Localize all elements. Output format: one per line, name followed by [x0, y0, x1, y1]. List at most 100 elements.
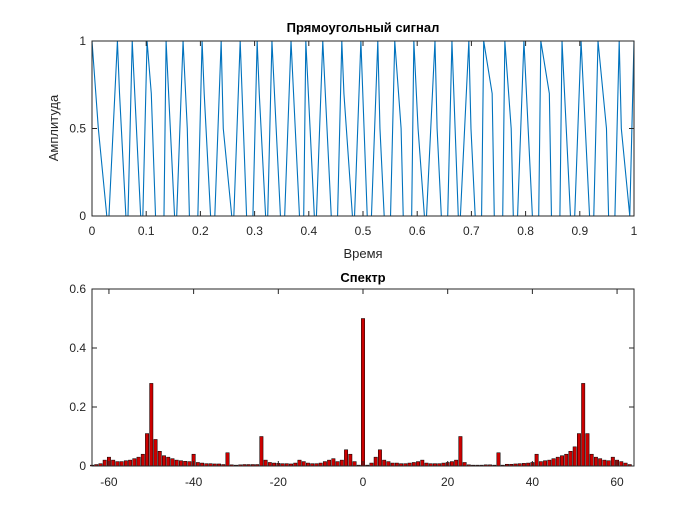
spectrum-bars-group — [90, 318, 632, 467]
spectrum-x-tick-label: -60 — [100, 475, 118, 489]
spectrum-bar — [386, 461, 391, 467]
spectrum-bar — [572, 446, 577, 467]
spectrum-y-tick-label: 0.4 — [69, 341, 86, 355]
spectrum-bar — [149, 383, 154, 467]
signal-x-tick-label: 0.2 — [192, 224, 209, 238]
spectrum-x-tick-label: 20 — [441, 475, 455, 489]
spectrum-bar — [534, 453, 539, 467]
spectrum-x-tick-label: -20 — [270, 475, 288, 489]
spectrum-bar — [543, 460, 548, 467]
spectrum-bar — [339, 459, 344, 467]
spectrum-x-tick-label: 40 — [526, 475, 540, 489]
spectrum-bar — [454, 459, 459, 467]
spectrum-x-tick-label: 60 — [610, 475, 624, 489]
spectrum-bar — [610, 456, 615, 467]
spectrum-bar — [145, 433, 149, 467]
spectrum-bar — [335, 461, 340, 467]
signal-x-tick-label: 0.3 — [246, 224, 263, 238]
spectrum-bar — [153, 439, 158, 467]
signal-axes: Прямоугольный сигнал 0 0.1 0.2 0.3 0.4 0.5 0.6… — [46, 20, 638, 261]
spectrum-bar — [551, 458, 556, 467]
spectrum-bar — [157, 451, 162, 467]
spectrum-y-tick-label: 0.2 — [69, 400, 86, 414]
spectrum-bar — [593, 456, 598, 467]
spectrum-bar — [263, 459, 268, 467]
spectrum-bar — [297, 459, 302, 467]
spectrum-bar — [547, 459, 552, 467]
spectrum-bar — [538, 461, 543, 467]
spectrum-bar — [361, 318, 365, 467]
spectrum-bar — [166, 456, 171, 467]
signal-x-tick-label: 0.4 — [300, 224, 317, 238]
spectrum-bar — [458, 436, 463, 467]
spectrum-bar — [259, 436, 264, 467]
spectrum-bar — [496, 452, 501, 467]
spectrum-bar — [123, 460, 128, 467]
spectrum-bar — [225, 452, 230, 467]
signal-y-tick-label: 1 — [79, 34, 86, 48]
spectrum-bar — [183, 461, 188, 467]
spectrum-bar — [140, 453, 145, 467]
signal-x-tick-label: 0 — [89, 224, 96, 238]
spectrum-bar — [589, 453, 594, 467]
spectrum-bar — [267, 462, 272, 467]
spectrum-bar — [564, 453, 569, 467]
signal-y-axis-label: Амплитуда — [46, 94, 61, 161]
spectrum-bar — [187, 461, 192, 467]
signal-x-tick-label: 0.1 — [138, 224, 155, 238]
signal-series-line — [91, 40, 635, 217]
signal-y-tick-label: 0 — [79, 209, 86, 223]
spectrum-x-ticks: -60 -40 -20 0 20 40 60 — [100, 289, 624, 489]
signal-x-tick-label: 0.8 — [517, 224, 534, 238]
signal-x-axis-label: Время — [343, 246, 382, 261]
spectrum-bar — [322, 461, 327, 467]
spectrum-bar — [170, 458, 175, 467]
spectrum-bar — [195, 462, 200, 467]
spectrum-chart-title: Спектр — [340, 270, 385, 285]
spectrum-bar — [301, 461, 306, 467]
spectrum-bar — [382, 459, 387, 467]
spectrum-bar — [352, 461, 357, 467]
spectrum-bar — [602, 459, 607, 467]
spectrum-bar — [327, 459, 332, 467]
spectrum-bar — [420, 459, 425, 467]
spectrum-bar — [598, 458, 603, 467]
spectrum-bar — [178, 460, 183, 467]
signal-series-group — [91, 40, 635, 217]
signal-x-tick-label: 1 — [631, 224, 638, 238]
spectrum-bar — [331, 458, 336, 467]
spectrum-bar — [619, 461, 624, 467]
spectrum-bar — [136, 456, 141, 467]
spectrum-bar — [344, 449, 349, 467]
spectrum-bar — [119, 461, 124, 467]
spectrum-bar — [132, 458, 137, 467]
spectrum-bar — [174, 459, 179, 467]
signal-x-tick-label: 0.6 — [409, 224, 426, 238]
spectrum-bar — [416, 461, 420, 467]
spectrum-bar — [128, 459, 133, 467]
spectrum-bar — [581, 383, 586, 467]
spectrum-bar — [102, 459, 107, 467]
spectrum-y-tick-label: 0 — [79, 459, 86, 473]
spectrum-bar — [377, 449, 382, 467]
spectrum-bar — [577, 433, 581, 467]
spectrum-bar — [606, 460, 611, 467]
spectrum-y-ticks: 0 0.2 0.4 0.6 — [69, 282, 634, 473]
spectrum-x-tick-label: 0 — [360, 475, 367, 489]
spectrum-bar — [373, 456, 378, 467]
signal-x-tick-label: 0.7 — [463, 224, 480, 238]
spectrum-bar — [162, 455, 166, 467]
spectrum-bar — [411, 462, 416, 467]
signal-x-tick-label: 0.5 — [355, 224, 372, 238]
spectrum-bar — [348, 453, 353, 467]
spectrum-y-tick-label: 0.6 — [69, 282, 86, 296]
signal-x-ticks: 0 0.1 0.2 0.3 0.4 0.5 0.6 0.7 0.8 0.9 1 — [89, 41, 638, 238]
signal-y-ticks: 00.51 — [69, 34, 634, 223]
spectrum-bar — [115, 461, 120, 467]
spectrum-bar — [585, 433, 590, 467]
spectrum-bar — [111, 459, 116, 467]
signal-x-tick-label: 0.9 — [571, 224, 588, 238]
signal-y-tick-label: 0.5 — [69, 122, 86, 136]
spectrum-bar — [568, 451, 573, 467]
